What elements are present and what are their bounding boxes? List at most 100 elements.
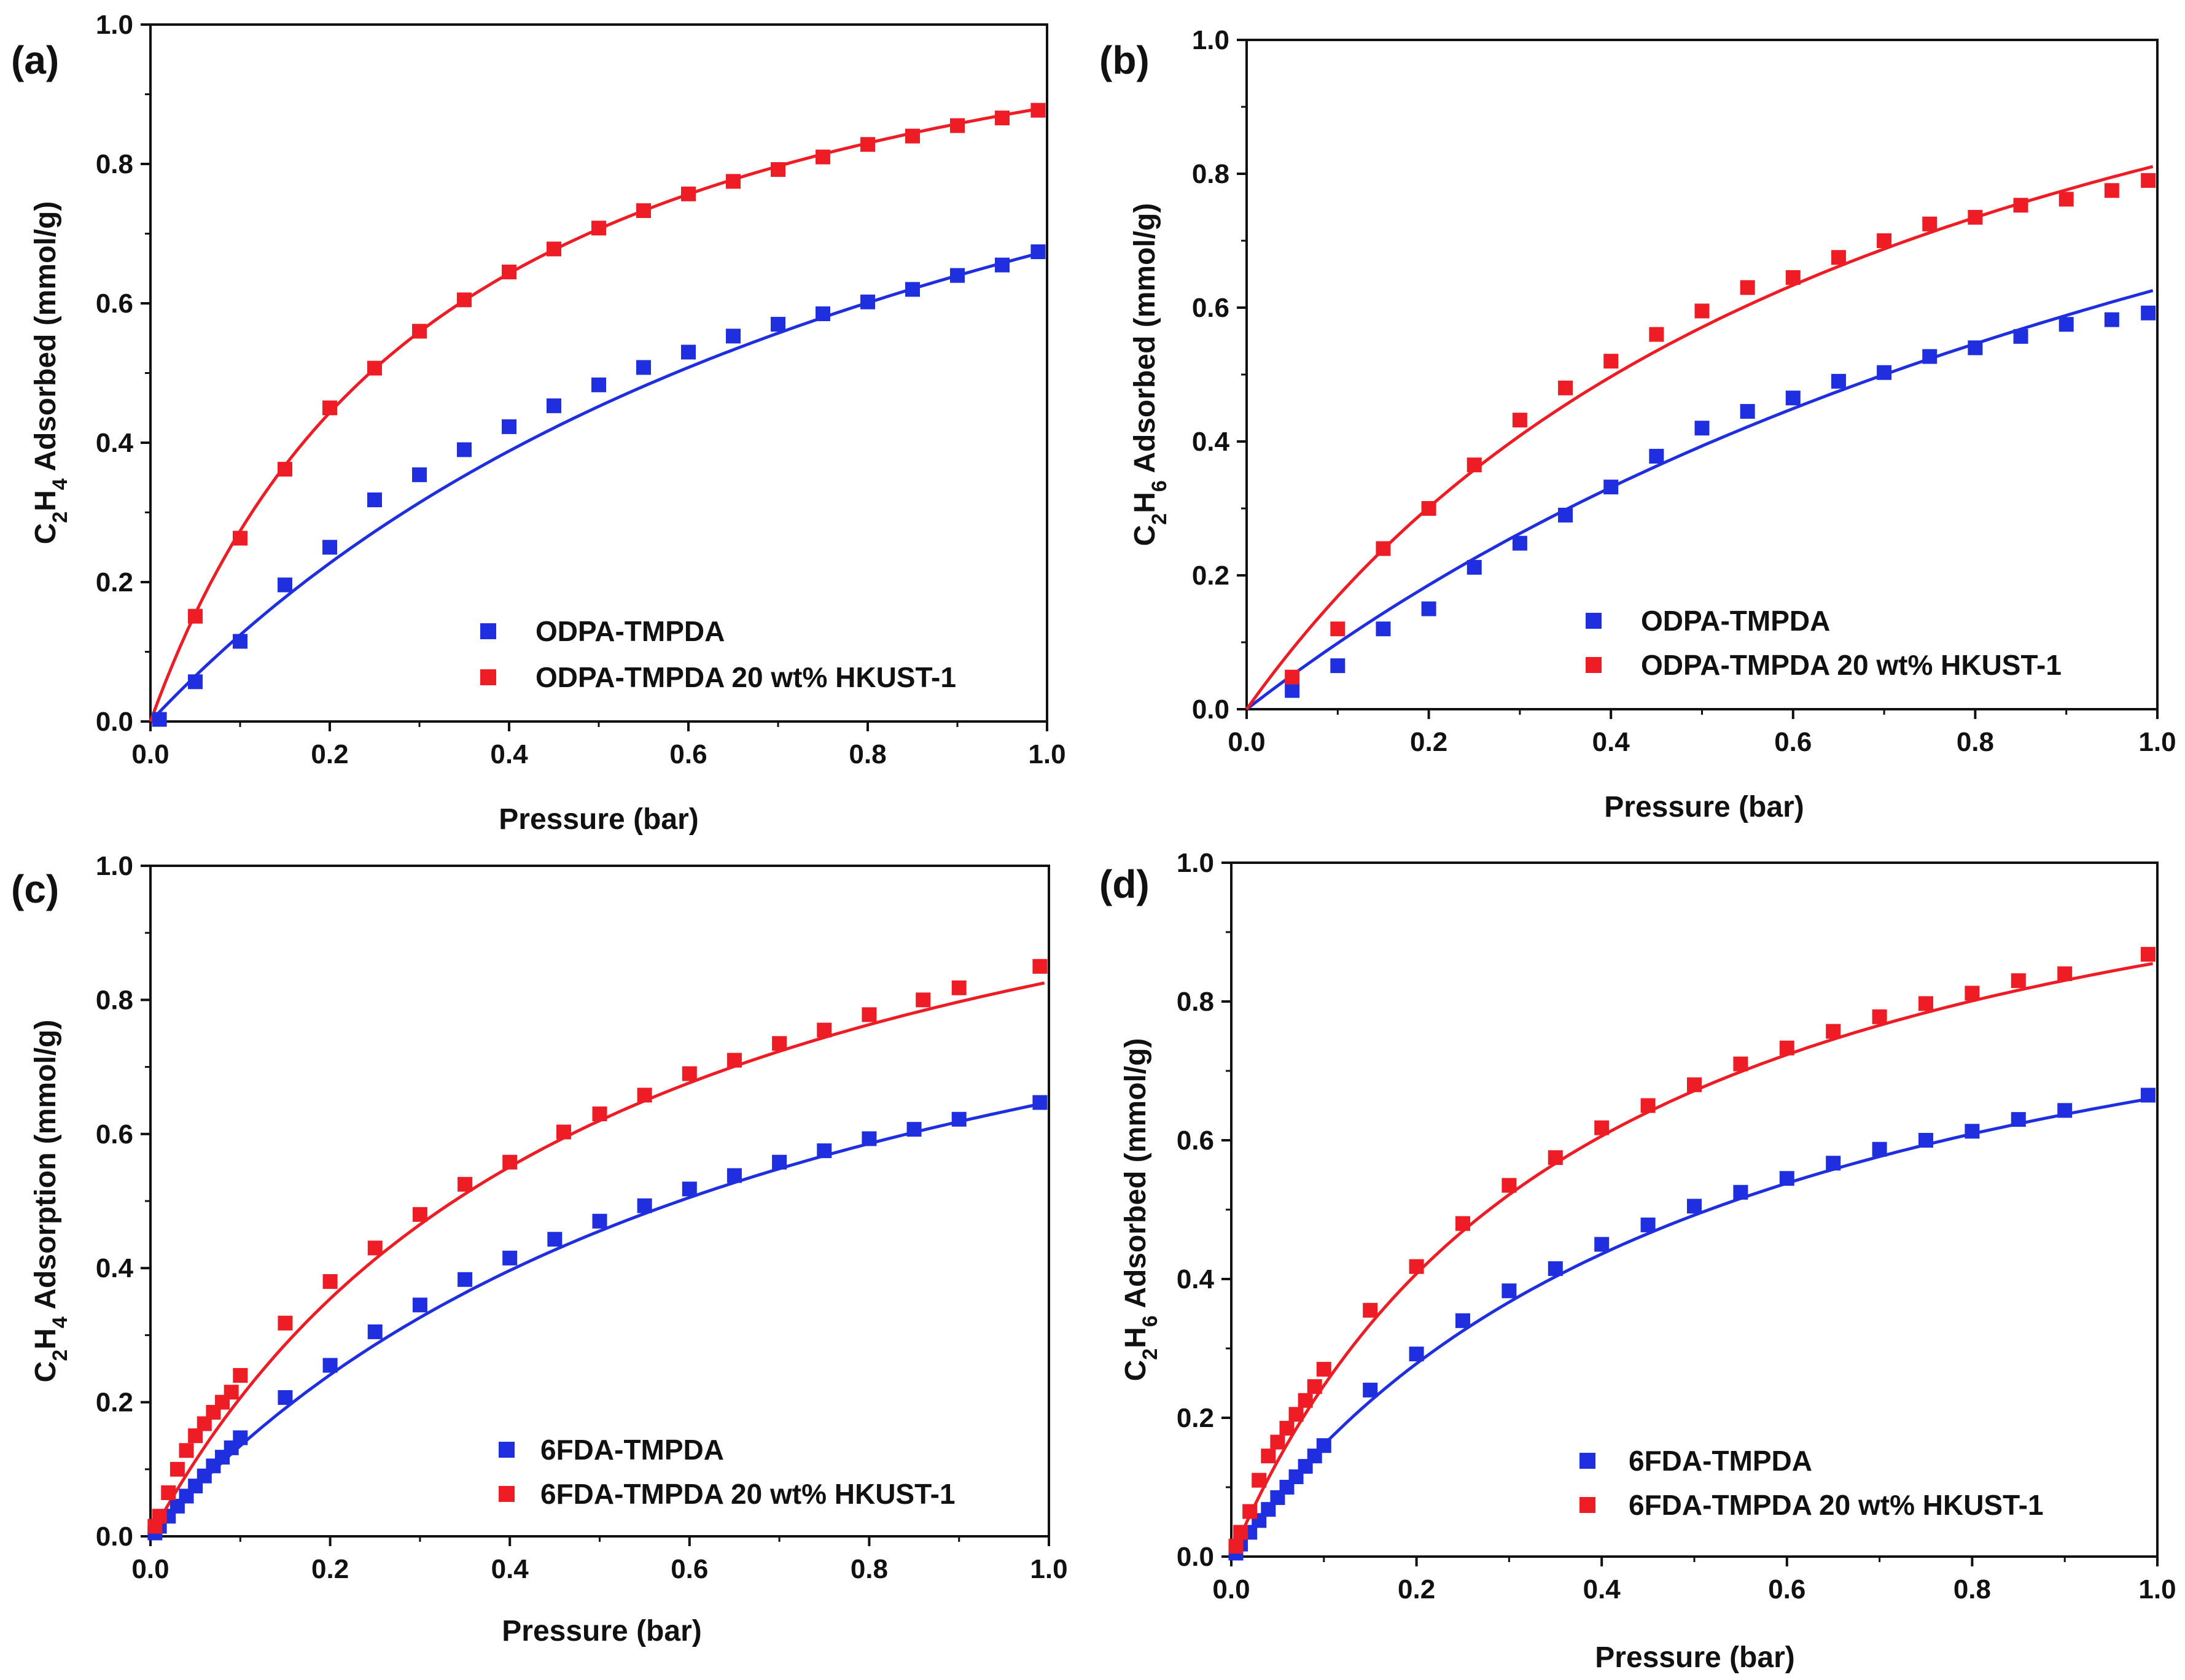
point-series-2 xyxy=(862,1007,877,1022)
point-series-2 xyxy=(1298,1393,1313,1408)
point-series-2 xyxy=(772,1036,787,1051)
point-series-2 xyxy=(995,111,1010,126)
point-series-1 xyxy=(1285,683,1300,698)
fit-lines xyxy=(1245,165,2154,710)
point-series-2 xyxy=(951,980,967,995)
point-series-2 xyxy=(1466,457,1482,473)
point-series-2 xyxy=(457,292,472,308)
axis-ticks: 0.0 0.2 0.4 0.6 0.8 1.0 0.0 0.2 0.4 0.6 0.8 1.0 xyxy=(96,851,1068,1584)
point-series-2 xyxy=(682,1066,697,1081)
point-series-2 xyxy=(1409,1259,1424,1274)
point-series-2 xyxy=(1363,1302,1378,1318)
legend-label-series-1: ODPA-TMPDA xyxy=(1641,605,1830,637)
y-tick-label: 0.0 xyxy=(1177,1542,1214,1572)
point-series-1 xyxy=(816,306,830,322)
point-series-1 xyxy=(1785,391,1801,406)
point-series-2 xyxy=(1785,270,1801,285)
legend-marker-series-1 xyxy=(1586,613,1602,629)
panel-label: (d) xyxy=(1099,862,1150,906)
point-series-2 xyxy=(233,531,247,546)
x-tick-label: 1.0 xyxy=(2138,727,2176,757)
y-tick-label: 0.8 xyxy=(1192,159,1229,189)
y-axis-title: C2H6 Adsorbed (mmol/g) xyxy=(1120,1038,1162,1382)
point-series-1 xyxy=(1512,535,1527,551)
x-tick-label: 0.4 xyxy=(1592,727,1630,757)
point-series-2 xyxy=(1694,303,1710,319)
point-series-2 xyxy=(1965,986,1980,1001)
legend-marker-series-2 xyxy=(1586,657,1602,673)
point-series-1 xyxy=(278,1390,293,1405)
point-series-2 xyxy=(637,1087,652,1103)
point-series-2 xyxy=(188,609,203,624)
y-tick-label: 1.0 xyxy=(1192,25,1229,55)
point-series-2 xyxy=(1872,1009,1887,1024)
point-series-1 xyxy=(950,268,965,283)
point-series-1 xyxy=(592,1213,607,1229)
point-series-2 xyxy=(1279,1420,1295,1436)
point-series-2 xyxy=(1032,959,1048,974)
point-series-2 xyxy=(771,162,785,177)
axis-ticks: 0.0 0.2 0.4 0.6 0.8 1.0 0.0 0.2 0.4 0.6 0.8 1.0 xyxy=(1177,848,2176,1604)
point-series-2 xyxy=(1594,1120,1610,1135)
point-series-1 xyxy=(2140,1087,2156,1103)
point-series-2 xyxy=(905,128,920,144)
point-series-1 xyxy=(636,360,651,375)
point-series-2 xyxy=(2013,198,2028,213)
legend-marker-series-1 xyxy=(1579,1453,1595,1469)
point-series-1 xyxy=(367,492,382,508)
point-series-2 xyxy=(636,203,651,219)
point-series-1 xyxy=(682,1181,697,1197)
legend-label-series-1: 6FDA-TMPDA xyxy=(1629,1445,1812,1477)
point-series-1 xyxy=(1733,1184,1748,1200)
point-series-2 xyxy=(502,264,516,279)
point-series-2 xyxy=(1501,1178,1517,1193)
point-series-1 xyxy=(547,398,561,413)
point-series-2 xyxy=(367,1240,383,1256)
panel-b: (b) 0.0 0.2 0.4 0.6 0.8 1.0 0.0 0.2 0.4 0.6 0.8 1.0… xyxy=(1099,25,2176,823)
point-series-1 xyxy=(995,257,1010,273)
point-series-1 xyxy=(2013,329,2028,344)
point-series-2 xyxy=(1233,1525,1248,1540)
y-tick-label: 0.8 xyxy=(96,149,133,179)
point-series-1 xyxy=(1965,1124,1980,1139)
x-tick-label: 0.0 xyxy=(131,1554,169,1584)
x-tick-label: 0.0 xyxy=(131,739,169,769)
y-tick-label: 0.6 xyxy=(1192,293,1229,323)
point-series-1 xyxy=(1687,1199,1702,1214)
y-tick-label: 0.2 xyxy=(1177,1403,1214,1433)
point-series-1 xyxy=(772,1154,787,1170)
point-series-2 xyxy=(1421,501,1436,516)
legend-label-series-2: ODPA-TMPDA 20 wt% HKUST-1 xyxy=(536,661,956,693)
point-series-1 xyxy=(188,674,203,690)
legend: ODPA-TMPDA ODPA-TMPDA 20 wt% HKUST-1 xyxy=(1586,605,2062,681)
point-series-1 xyxy=(502,1250,518,1266)
point-series-1 xyxy=(817,1143,832,1159)
y-tick-label: 0.2 xyxy=(96,1388,133,1418)
point-series-2 xyxy=(233,1367,248,1383)
point-series-2 xyxy=(278,462,292,477)
x-axis-title: Pressure (bar) xyxy=(1595,1641,1794,1674)
point-series-2 xyxy=(2057,966,2073,981)
point-series-2 xyxy=(1316,1361,1331,1377)
point-series-1 xyxy=(951,1111,967,1127)
x-tick-label: 1.0 xyxy=(1028,739,1065,769)
y-tick-label: 1.0 xyxy=(96,851,133,881)
point-series-1 xyxy=(1918,1133,1933,1148)
point-series-1 xyxy=(771,317,785,332)
panel-a: (a) 0.0 0.2 0.4 0.6 0.8 1.0 0.0 0.2 0.4 0.6 0.8 1.0… xyxy=(11,10,1066,836)
y-tick-label: 1.0 xyxy=(96,10,133,40)
y-axis-title: C2H6 Adsorbed (mmol/g) xyxy=(1129,203,1171,546)
point-series-2 xyxy=(1242,1504,1258,1519)
point-series-2 xyxy=(1877,233,1892,248)
legend-marker-series-2 xyxy=(480,669,496,685)
point-series-1 xyxy=(502,419,516,434)
point-series-1 xyxy=(860,294,875,309)
x-axis-title: Pressure (bar) xyxy=(502,1615,701,1647)
point-series-1 xyxy=(1826,1156,1841,1171)
point-series-2 xyxy=(1649,327,1664,342)
point-series-1 xyxy=(1779,1171,1794,1186)
point-series-2 xyxy=(2141,173,2156,188)
x-tick-label: 0.2 xyxy=(311,1554,349,1584)
panel-c: (c) 0.0 0.2 0.4 0.6 0.8 1.0 0.0 0.2 0.4 0.6 0.8 1.0… xyxy=(11,851,1068,1647)
x-tick-label: 0.8 xyxy=(849,739,886,769)
